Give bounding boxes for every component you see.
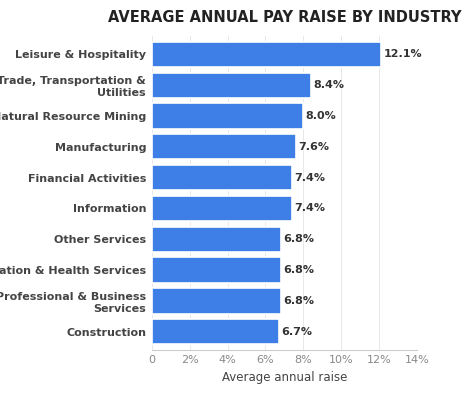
Title: AVERAGE ANNUAL PAY RAISE BY INDUSTRY: AVERAGE ANNUAL PAY RAISE BY INDUSTRY [108, 10, 461, 25]
Text: 7.4%: 7.4% [294, 203, 325, 213]
Bar [152, 196, 292, 221]
Bar [152, 258, 281, 283]
Bar [152, 42, 381, 67]
Bar [152, 319, 279, 344]
Text: 12.1%: 12.1% [383, 49, 422, 59]
Text: 6.7%: 6.7% [281, 327, 312, 337]
Bar [152, 226, 281, 252]
X-axis label: Average annual raise: Average annual raise [222, 371, 347, 384]
Text: 6.8%: 6.8% [283, 265, 314, 275]
Text: 6.8%: 6.8% [283, 296, 314, 306]
Text: 7.6%: 7.6% [298, 142, 329, 152]
Bar [152, 134, 296, 160]
Bar [152, 288, 281, 314]
Bar [152, 72, 311, 98]
Text: 8.0%: 8.0% [306, 111, 337, 121]
Text: 8.4%: 8.4% [313, 80, 344, 90]
Text: 7.4%: 7.4% [294, 173, 325, 183]
Text: 6.8%: 6.8% [283, 234, 314, 244]
Bar [152, 103, 303, 129]
Bar [152, 165, 292, 190]
